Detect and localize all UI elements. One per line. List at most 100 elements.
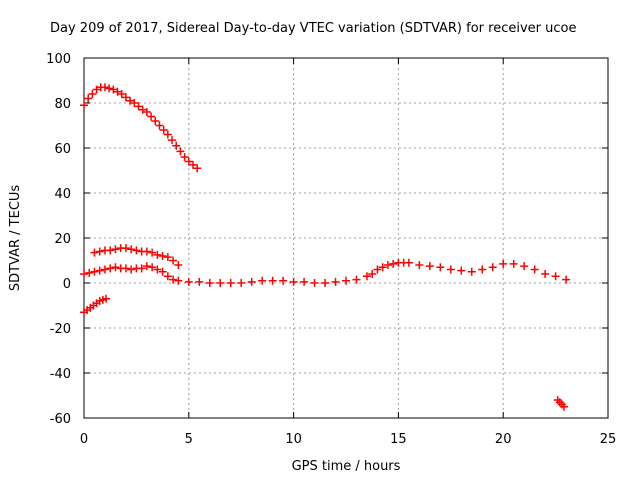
data-point — [195, 277, 204, 286]
data-point — [559, 402, 568, 411]
data-point — [151, 117, 160, 125]
data-point — [184, 277, 193, 286]
x-axis-label: GPS time / hours — [292, 459, 401, 474]
data-point — [300, 277, 309, 286]
data-point — [132, 246, 141, 255]
data-point — [102, 294, 111, 303]
y-tick-label: 100 — [46, 52, 71, 67]
data-point — [188, 160, 197, 169]
data-point — [362, 272, 371, 281]
data-point — [530, 265, 539, 274]
data-point — [352, 275, 361, 284]
data-point — [90, 248, 99, 257]
data-point — [478, 265, 487, 274]
data-point — [84, 94, 93, 103]
x-tick-label: 15 — [390, 432, 407, 447]
data-point — [342, 276, 350, 285]
data-point — [142, 262, 151, 271]
data-point — [90, 267, 99, 276]
data-point — [155, 121, 164, 130]
y-tick-label: -20 — [50, 322, 71, 337]
data-point — [127, 265, 136, 274]
data-point — [268, 276, 277, 285]
data-points — [80, 83, 571, 411]
data-point — [121, 244, 130, 253]
y-axis-label: SDTVAR / TECUs — [8, 185, 23, 292]
data-point — [153, 265, 162, 274]
data-point — [562, 275, 571, 284]
y-tick-label: 80 — [54, 97, 71, 112]
data-point — [541, 270, 550, 278]
data-point — [310, 279, 319, 287]
axis-ticks: -60 -40 -20 0 20 40 60 80 100 0 5 10 15 20 25 — [46, 52, 616, 447]
data-point — [106, 264, 115, 273]
data-point — [368, 270, 377, 278]
data-point — [184, 157, 193, 166]
y-tick-label: -40 — [50, 367, 71, 382]
data-point — [258, 276, 267, 285]
y-tick-label: 60 — [54, 142, 71, 157]
data-point — [92, 85, 101, 94]
x-tick-label: 20 — [495, 432, 512, 447]
data-point — [134, 102, 143, 111]
data-point — [279, 276, 288, 285]
data-point — [147, 112, 156, 121]
data-point — [488, 263, 497, 272]
data-point — [88, 90, 97, 98]
data-point — [193, 164, 202, 173]
data-point — [113, 87, 122, 96]
data-point — [168, 136, 177, 145]
x-tick-label: 10 — [285, 432, 302, 447]
data-point — [100, 265, 109, 274]
data-point — [100, 83, 109, 92]
grid — [84, 58, 608, 418]
data-point — [176, 147, 185, 156]
data-point — [237, 279, 246, 287]
data-point — [551, 272, 560, 281]
data-point — [383, 261, 392, 269]
data-point — [446, 265, 455, 274]
data-point — [509, 259, 518, 268]
data-point — [425, 262, 434, 271]
data-point — [216, 279, 225, 287]
data-point — [289, 277, 298, 286]
data-point — [169, 256, 178, 265]
data-point — [520, 262, 529, 271]
data-point — [130, 99, 139, 107]
x-tick-label: 5 — [185, 432, 193, 447]
data-point — [457, 266, 466, 275]
data-point — [111, 245, 120, 254]
data-point — [105, 84, 114, 93]
data-point — [85, 268, 94, 277]
data-point — [148, 248, 157, 257]
y-tick-label: 40 — [54, 187, 71, 202]
data-point — [106, 246, 115, 255]
data-point — [126, 96, 135, 105]
data-point — [321, 279, 330, 287]
data-point — [172, 141, 181, 150]
data-point — [389, 259, 398, 268]
data-point — [137, 264, 146, 273]
data-point — [159, 126, 168, 134]
data-point — [158, 267, 167, 276]
x-tick-label: 0 — [80, 432, 88, 447]
data-point — [467, 267, 476, 276]
data-point — [163, 272, 172, 281]
data-point — [415, 261, 424, 269]
data-point — [331, 277, 340, 286]
data-point — [80, 101, 88, 110]
data-point — [153, 250, 162, 259]
data-point — [174, 261, 183, 269]
data-point — [169, 275, 178, 284]
data-series — [80, 294, 111, 317]
data-point — [95, 247, 104, 256]
data-point — [111, 263, 120, 272]
data-point — [247, 277, 256, 286]
data-point — [142, 247, 151, 256]
data-point — [142, 108, 151, 116]
data-point — [95, 266, 104, 275]
data-series — [80, 83, 202, 173]
y-tick-label: 20 — [54, 232, 71, 247]
data-point — [138, 105, 147, 114]
